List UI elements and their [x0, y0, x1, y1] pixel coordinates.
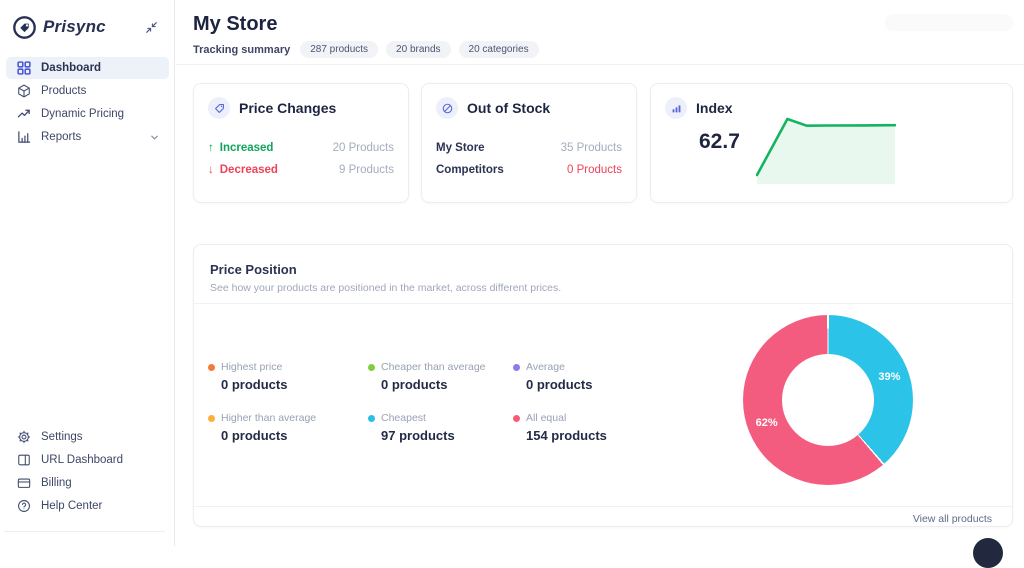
- card-title: Index: [696, 100, 733, 116]
- legend-dot: [368, 414, 375, 422]
- panel-footer-divider: [194, 506, 1012, 507]
- legend-item-highest-price: Highest price 0 products: [208, 361, 368, 392]
- legend-dot: [513, 414, 520, 422]
- chevron-down-icon: [150, 133, 159, 142]
- increased-row: ↑ Increased 20 Products: [208, 142, 394, 154]
- decreased-value: 9 Products: [339, 164, 394, 176]
- legend-value: 0 products: [526, 377, 593, 392]
- bar-chart-icon: [16, 130, 31, 144]
- legend-item-cheapest: Cheapest 97 products: [368, 412, 513, 443]
- legend-dot: [208, 363, 215, 371]
- card-title: Price Changes: [239, 100, 337, 116]
- arrow-up-icon: ↑: [208, 142, 214, 154]
- credit-card-icon: [16, 476, 31, 490]
- my-store-value: 35 Products: [560, 142, 622, 154]
- sidebar-item-label: Help Center: [41, 500, 103, 512]
- increased-label: Increased: [219, 142, 274, 154]
- tracking-summary: Tracking summary 287 products 20 brands …: [193, 41, 539, 58]
- my-store-label: My Store: [436, 142, 485, 154]
- sidebar-item-label: Products: [41, 85, 87, 97]
- sidebar-item-dynamic-pricing[interactable]: Dynamic Pricing: [6, 103, 169, 125]
- categories-count-badge: 20 categories: [458, 41, 539, 58]
- card-title: Out of Stock: [467, 100, 551, 116]
- products-count-badge: 287 products: [300, 41, 379, 58]
- price-position-card: Price Position See how your products are…: [193, 244, 1013, 527]
- chat-bubble-button[interactable]: [973, 538, 1003, 568]
- sidebar-item-label: Dynamic Pricing: [41, 108, 125, 120]
- legend-value: 0 products: [221, 377, 288, 392]
- legend-dot: [208, 414, 215, 422]
- price-position-title: Price Position: [210, 262, 297, 277]
- donut-hole: [782, 354, 874, 446]
- cube-icon: [16, 84, 31, 98]
- price-position-donut-chart: 39% 62%: [743, 315, 913, 485]
- competitors-value: 0 Products: [567, 164, 622, 176]
- price-position-legend: Highest price 0 products Cheaper than av…: [208, 361, 643, 443]
- gear-icon: [16, 430, 31, 444]
- index-value: 62.7: [699, 130, 740, 153]
- legend-item-average: Average 0 products: [513, 361, 643, 392]
- sidebar-bottom-divider: [4, 531, 165, 532]
- view-all-products-link[interactable]: View all products: [912, 513, 992, 525]
- question-circle-icon: [16, 499, 31, 513]
- sidebar: Prisync Dashboard: [0, 0, 175, 546]
- price-position-subtitle: See how your products are positioned in …: [210, 282, 562, 294]
- out-of-stock-card: Out of Stock My Store 35 Products Compet…: [421, 83, 637, 203]
- sidebar-item-settings[interactable]: Settings: [6, 426, 169, 448]
- logo-row: Prisync: [12, 13, 164, 41]
- donut-slice-label: 39%: [878, 371, 901, 384]
- out-of-stock-icon: [436, 97, 458, 119]
- sidebar-item-products[interactable]: Products: [6, 80, 169, 102]
- sidebar-item-label: URL Dashboard: [41, 454, 124, 466]
- brands-count-badge: 20 brands: [386, 41, 451, 58]
- sidebar-item-dashboard[interactable]: Dashboard: [6, 57, 169, 79]
- donut-ring: 39% 62%: [743, 315, 913, 485]
- sidebar-item-url-dashboard[interactable]: URL Dashboard: [6, 449, 169, 471]
- panel-divider: [194, 303, 1012, 304]
- sidebar-item-label: Billing: [41, 477, 72, 489]
- decreased-label: Decreased: [219, 164, 278, 176]
- competitors-row: Competitors 0 Products: [436, 164, 622, 176]
- legend-item-higher-than-average: Higher than average 0 products: [208, 412, 368, 443]
- legend-dot: [513, 363, 520, 371]
- sidebar-nav: Dashboard Products Dynamic Pricing: [0, 56, 175, 149]
- competitors-label: Competitors: [436, 164, 504, 176]
- price-tag-icon: [208, 97, 230, 119]
- legend-value: 0 products: [381, 377, 448, 392]
- sidebar-item-billing[interactable]: Billing: [6, 472, 169, 494]
- sidebar-item-label: Reports: [41, 131, 82, 143]
- price-changes-card: Price Changes ↑ Increased 20 Products ↓ …: [193, 83, 409, 203]
- legend-value: 154 products: [526, 428, 607, 443]
- arrow-down-icon: ↓: [208, 164, 214, 176]
- mini-bars-icon: [665, 97, 687, 119]
- header-divider: [176, 64, 1024, 65]
- prisync-logo-icon: [12, 15, 37, 40]
- decreased-row: ↓ Decreased 9 Products: [208, 164, 394, 176]
- grid-icon: [16, 61, 31, 75]
- split-panel-icon: [16, 453, 31, 467]
- sidebar-footer-nav: Settings URL Dashboard Billing: [0, 425, 175, 532]
- index-sparkline-chart: [756, 117, 896, 184]
- legend-value: 0 products: [221, 428, 288, 443]
- tracking-summary-label: Tracking summary: [193, 43, 291, 56]
- sidebar-item-help-center[interactable]: Help Center: [6, 495, 169, 517]
- legend-item-all-equal: All equal 154 products: [513, 412, 643, 443]
- page-title: My Store: [193, 13, 278, 35]
- header-placeholder: [885, 14, 1013, 31]
- my-store-row: My Store 35 Products: [436, 142, 622, 154]
- legend-value: 97 products: [381, 428, 455, 443]
- sidebar-item-label: Settings: [41, 431, 83, 443]
- sidebar-item-label: Dashboard: [41, 62, 102, 74]
- index-card: Index 62.7: [650, 83, 1013, 203]
- sidebar-item-reports[interactable]: Reports: [6, 126, 169, 148]
- legend-item-cheaper-than-average: Cheaper than average 0 products: [368, 361, 513, 392]
- collapse-sidebar-icon[interactable]: [145, 21, 158, 34]
- increased-value: 20 Products: [332, 142, 394, 154]
- legend-dot: [368, 363, 375, 371]
- trend-arrow-icon: [16, 107, 31, 121]
- brand-name: Prisync: [43, 17, 106, 36]
- donut-slice-label: 62%: [755, 416, 778, 429]
